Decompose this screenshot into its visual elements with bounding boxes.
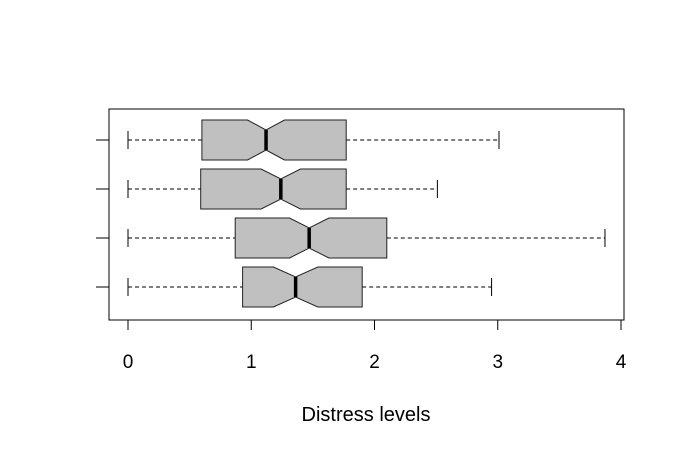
box-3 bbox=[127, 217, 606, 259]
box-2 bbox=[127, 168, 438, 210]
box-1 bbox=[127, 119, 500, 161]
x-axis-title: Distress levels bbox=[302, 404, 431, 426]
x-tick-label: 2 bbox=[369, 352, 380, 373]
box-group bbox=[127, 119, 606, 308]
x-tick-label: 0 bbox=[123, 352, 134, 373]
notched-box bbox=[242, 266, 363, 308]
y-axis bbox=[96, 139, 110, 288]
x-axis: 0 1 2 3 4 bbox=[123, 319, 627, 373]
notched-box bbox=[234, 217, 388, 259]
x-tick-label: 4 bbox=[616, 352, 627, 373]
notched-box bbox=[200, 168, 347, 210]
plot-frame bbox=[108, 108, 625, 321]
box-4 bbox=[127, 266, 493, 308]
x-tick-label: 3 bbox=[492, 352, 503, 373]
notched-box bbox=[201, 119, 347, 161]
x-tick-label: 1 bbox=[246, 352, 257, 373]
